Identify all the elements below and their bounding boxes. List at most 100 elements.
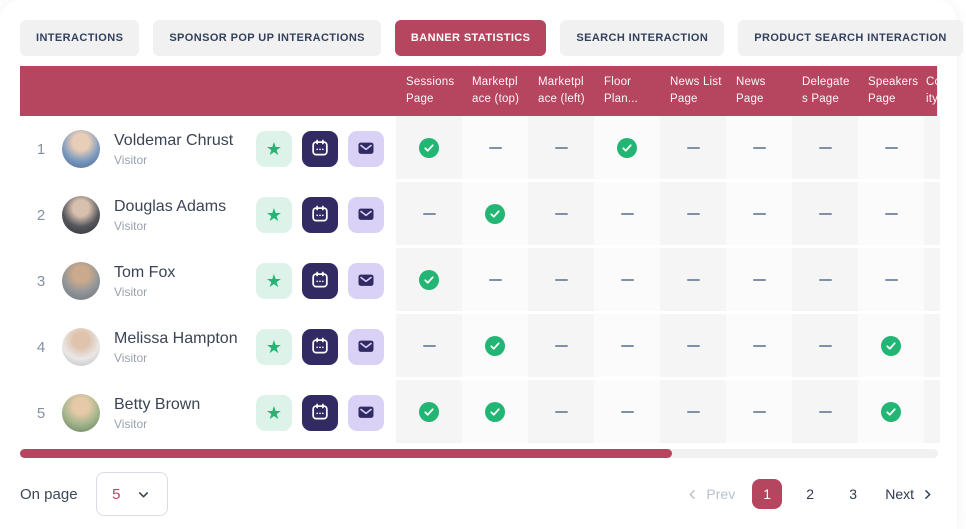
cell-empty: [528, 248, 594, 314]
tab-bar: INTERACTIONS SPONSOR POP UP INTERACTIONS B…: [20, 20, 963, 56]
calendar-icon: [310, 270, 330, 293]
cell-empty: [726, 248, 792, 314]
dash-icon: [686, 146, 700, 149]
avatar: [62, 262, 100, 300]
cell-empty: [792, 248, 858, 314]
person-info: Melissa Hampton Visitor: [114, 330, 256, 365]
pagination-next-button[interactable]: Next: [881, 482, 938, 506]
cell-empty: [792, 380, 858, 446]
message-button[interactable]: [348, 131, 384, 167]
cell-empty: [528, 380, 594, 446]
message-button[interactable]: [348, 395, 384, 431]
cell-empty: [660, 380, 726, 446]
dash-icon: [488, 146, 502, 149]
cell-empty: [396, 314, 462, 380]
calendar-button[interactable]: [302, 329, 338, 365]
calendar-button[interactable]: [302, 263, 338, 299]
person-role: Visitor: [114, 152, 148, 167]
tab-search-interaction[interactable]: SEARCH INTERACTION: [560, 20, 725, 56]
dash-icon: [686, 344, 700, 347]
cell-checked: [462, 380, 528, 446]
row-actions: ★: [256, 395, 384, 431]
pagination-prev-button[interactable]: Prev: [682, 482, 739, 506]
message-button[interactable]: [348, 197, 384, 233]
page-button-2[interactable]: 2: [795, 479, 825, 509]
tab-sponsor-pop-up-interactions[interactable]: SPONSOR POP UP INTERACTIONS: [153, 20, 381, 56]
column-header-speakers-page: Speakers Page: [868, 76, 919, 105]
per-page-select[interactable]: 5: [95, 472, 168, 516]
avatar: [62, 130, 100, 168]
star-icon: ★: [265, 403, 283, 423]
calendar-button[interactable]: [302, 131, 338, 167]
column-header-delegate-s-page: Delegate s Page: [802, 76, 850, 105]
dash-icon: [620, 278, 634, 281]
cell-checked: [396, 248, 462, 314]
star-icon: ★: [265, 337, 283, 357]
per-page-value: 5: [112, 485, 121, 503]
cell-empty: [594, 314, 660, 380]
page-button-1[interactable]: 1: [752, 479, 783, 509]
row-actions: ★: [256, 263, 384, 299]
favorite-button[interactable]: ★: [256, 197, 292, 233]
column-header-marketpl-ace-top: Marketpl ace (top): [472, 76, 520, 105]
column-header-news-page: News Page: [736, 76, 766, 105]
table-row: 5 Betty Brown Visitor ★: [20, 380, 940, 446]
favorite-button[interactable]: ★: [256, 131, 292, 167]
dash-icon: [554, 212, 568, 215]
message-button[interactable]: [348, 263, 384, 299]
favorite-button[interactable]: ★: [256, 395, 292, 431]
dash-icon: [488, 278, 502, 281]
person-name: Betty Brown: [114, 395, 201, 413]
envelope-icon: [356, 270, 376, 293]
person-cell: 5 Betty Brown Visitor ★: [20, 380, 396, 446]
check-circle-icon: [419, 137, 439, 158]
row-number: 2: [36, 206, 46, 224]
person-role: Visitor: [114, 218, 148, 233]
column-header-co-ity: Co ity: [926, 76, 940, 105]
cell-empty: [528, 314, 594, 380]
star-icon: ★: [265, 205, 283, 225]
horizontal-scrollbar-thumb[interactable]: [20, 449, 672, 458]
dash-icon: [818, 146, 832, 149]
cell-checked: [396, 380, 462, 446]
dash-icon: [686, 212, 700, 215]
message-button[interactable]: [348, 329, 384, 365]
calendar-button[interactable]: [302, 395, 338, 431]
column-header-marketpl-ace-left: Marketpl ace (left): [538, 76, 585, 105]
cell-empty: [858, 116, 924, 182]
row-number: 3: [36, 272, 46, 290]
dash-icon: [752, 146, 766, 149]
cell-empty: [528, 116, 594, 182]
table-row: 4 Melissa Hampton Visitor ★: [20, 314, 940, 380]
dash-icon: [752, 278, 766, 281]
person-info: Douglas Adams Visitor: [114, 198, 256, 233]
check-circle-icon: [485, 203, 505, 224]
person-cell: 3 Tom Fox Visitor ★: [20, 248, 396, 314]
person-info: Betty Brown Visitor: [114, 396, 256, 431]
person-name: Douglas Adams: [114, 197, 227, 215]
cell-empty: [462, 248, 528, 314]
cell-empty: [594, 248, 660, 314]
envelope-icon: [356, 402, 376, 425]
favorite-button[interactable]: ★: [256, 263, 292, 299]
check-circle-icon: [881, 335, 901, 356]
cell-clipped: [924, 380, 940, 446]
person-name: Tom Fox: [114, 263, 176, 281]
star-icon: ★: [265, 139, 283, 159]
page-button-3[interactable]: 3: [838, 479, 868, 509]
favorite-button[interactable]: ★: [256, 329, 292, 365]
tab-interactions[interactable]: INTERACTIONS: [20, 20, 140, 56]
cell-empty: [660, 248, 726, 314]
star-icon: ★: [265, 271, 283, 291]
calendar-button[interactable]: [302, 197, 338, 233]
prev-label: Prev: [706, 486, 736, 502]
statistics-table: Sessions Page Marketpl ace (top) Marketpl ace…: [20, 66, 940, 446]
horizontal-scrollbar-track[interactable]: [20, 449, 938, 458]
cell-empty: [660, 314, 726, 380]
tab-banner-statistics[interactable]: BANNER STATISTICS: [394, 20, 547, 56]
tab-product-search-interaction[interactable]: PRODUCT SEARCH INTERACTION: [738, 20, 963, 56]
dash-icon: [554, 146, 568, 149]
dash-icon: [884, 146, 898, 149]
person-role: Visitor: [114, 284, 148, 299]
